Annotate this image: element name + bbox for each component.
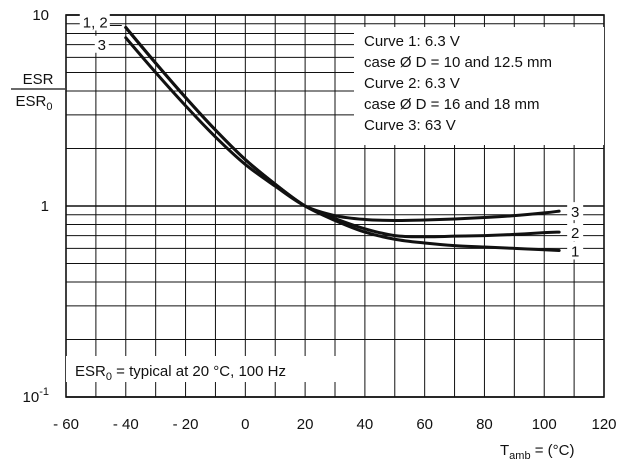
curve-label-end-2: 2 xyxy=(571,225,579,242)
x-tick-label: 40 xyxy=(357,416,374,433)
y-tick-label: 10-1 xyxy=(23,386,49,406)
y-tick-labels: 10 1 10-1 xyxy=(23,7,49,406)
legend: Curve 1: 6.3 V case Ø D = 10 and 12.5 mm… xyxy=(354,27,604,145)
curve-label-start-3: 3 xyxy=(98,37,106,54)
plot-frame xyxy=(65,14,605,398)
y-label-numerator: ESR xyxy=(23,71,54,88)
legend-line-3: Curve 2: 6.3 V xyxy=(364,75,460,92)
x-tick-label: 0 xyxy=(241,416,249,433)
x-tick-label: - 40 xyxy=(113,416,139,433)
curve-label-bg-1 xyxy=(567,241,584,260)
legend-line-1: Curve 1: 6.3 V xyxy=(364,33,460,50)
reference-note: ESR0 = typical at 20 °C, 100 Hz xyxy=(66,356,344,383)
curve-labels: 12 3 1, 2 3 xyxy=(79,13,584,260)
x-tick-label: 120 xyxy=(591,416,616,433)
x-axis-label: Tamb = (°C) xyxy=(500,442,575,462)
y-label-denominator: ESR0 xyxy=(16,93,53,113)
curve-label-bg-2 xyxy=(567,223,584,242)
note-text: ESR0 = typical at 20 °C, 100 Hz xyxy=(75,363,286,383)
series-line-curve-3 xyxy=(124,36,561,222)
y-tick-label: 10 xyxy=(32,7,49,24)
curve-label-end-3: 3 xyxy=(571,204,579,221)
note-box xyxy=(66,356,344,382)
x-tick-label: 100 xyxy=(532,416,557,433)
note-rest: = typical at 20 °C, 100 Hz xyxy=(112,363,286,380)
x-tick-label: 60 xyxy=(416,416,433,433)
legend-box xyxy=(354,27,604,145)
curve-label-bg-start-12 xyxy=(79,13,110,31)
x-tick-label: - 20 xyxy=(173,416,199,433)
series-line-curve-2 xyxy=(124,26,561,239)
curve-label-bg-start-3 xyxy=(94,35,109,53)
y-label-denominator-base: ESR xyxy=(16,93,47,110)
x-tick-label: 20 xyxy=(297,416,314,433)
x-tick-label: - 60 xyxy=(53,416,79,433)
note-esr: ESR xyxy=(75,363,106,380)
y-label-denominator-sub: 0 xyxy=(46,101,52,113)
x-label-sub: amb xyxy=(509,450,530,462)
curve-label-end-1: 1 xyxy=(571,243,579,260)
x-tick-label: 80 xyxy=(476,416,493,433)
y-axis-label: ESR ESR0 xyxy=(11,71,65,113)
x-label-rest: = (°C) xyxy=(531,442,575,459)
x-tick-labels: - 60 - 40 - 20 0 20 40 60 80 100 120 xyxy=(53,416,616,433)
series xyxy=(124,26,561,252)
x-label-base: T xyxy=(500,442,509,459)
legend-line-2: case Ø D = 10 and 12.5 mm xyxy=(364,54,552,71)
note-sub: 0 xyxy=(106,371,112,383)
legend-line-5: Curve 3: 63 V xyxy=(364,117,456,134)
y-tick-label: 1 xyxy=(41,198,49,215)
curve-label-start-12: 1, 2 xyxy=(83,15,108,32)
curve-label-bg-3 xyxy=(567,202,584,221)
legend-line-4: case Ø D = 16 and 18 mm xyxy=(364,96,540,113)
